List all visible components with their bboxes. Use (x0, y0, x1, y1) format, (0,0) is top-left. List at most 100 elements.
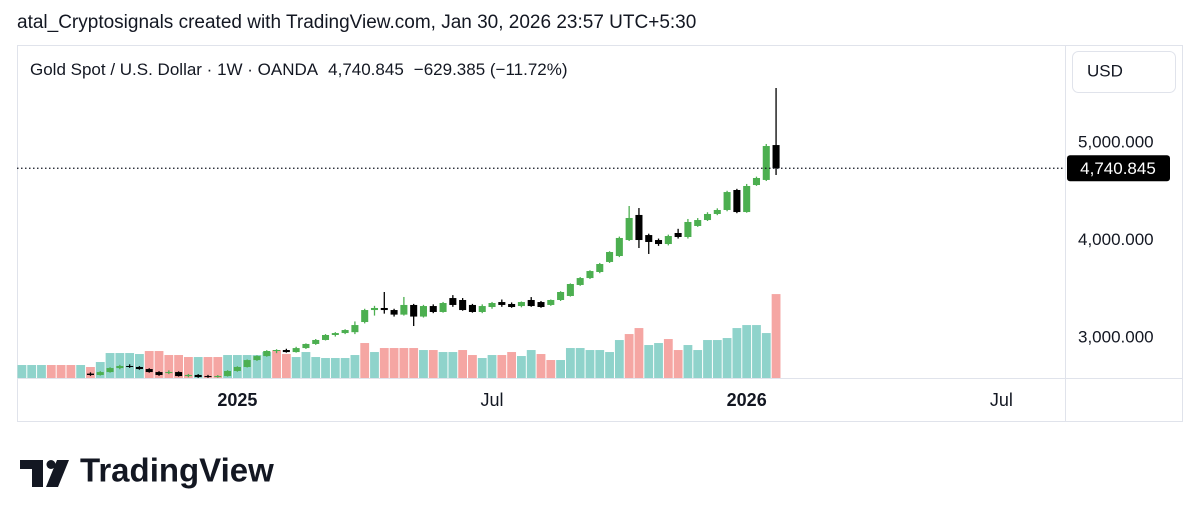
volume-bar (76, 365, 86, 378)
volume-bar (193, 357, 203, 378)
volume-bar (556, 360, 565, 378)
volume-bar (262, 352, 272, 378)
volume-bar (761, 333, 771, 378)
candle-body (743, 186, 751, 213)
candle-body (214, 376, 222, 378)
caption: atal_Cryptosignals created with TradingV… (17, 12, 696, 33)
candle-body (86, 373, 94, 375)
change: −629.385 (−11.72%) (414, 60, 568, 79)
x-tick-label: 2025 (217, 390, 257, 410)
legend: Gold Spot / U.S. Dollar · 1W · OANDA 4,74… (30, 60, 568, 79)
candle-body (537, 302, 545, 308)
volume-bar (683, 345, 693, 378)
candle-body (282, 350, 290, 353)
volume-bar (526, 350, 536, 378)
volume-bar (428, 350, 438, 378)
volume-bar (663, 339, 673, 378)
candle-body (233, 366, 241, 371)
currency[interactable]: USD (1087, 61, 1123, 80)
candle-body (302, 343, 310, 349)
candle-body (586, 271, 594, 279)
volume-bar (252, 355, 262, 378)
candle-body (204, 376, 212, 378)
candle-body (645, 235, 653, 242)
volume-bar (37, 365, 46, 378)
candle-body (439, 303, 447, 312)
candle-body (684, 221, 692, 237)
volume-bar (183, 357, 193, 378)
currency-button[interactable] (1072, 51, 1176, 93)
volume-bar (605, 352, 614, 378)
volume-bar (624, 334, 634, 378)
volume-bar (370, 352, 379, 378)
candle-body (135, 366, 143, 370)
volume-bar (732, 328, 742, 378)
volume-bar (164, 355, 174, 378)
candle-body (498, 302, 506, 305)
volume-bar (693, 350, 703, 378)
candle-body (733, 189, 741, 213)
candle-body (253, 356, 261, 361)
candle-body (459, 299, 467, 311)
candle-body (96, 372, 104, 375)
symbol: Gold Spot / U.S. Dollar · 1W · OANDA (30, 60, 319, 79)
volume-bar (281, 354, 291, 378)
candle-body (312, 339, 320, 344)
candle-body (694, 220, 702, 226)
volume-bar (311, 357, 321, 378)
candle-body (449, 298, 457, 305)
candle-body (273, 350, 281, 352)
plot-area (17, 88, 781, 378)
volume-bar (468, 355, 477, 378)
logo-slash (46, 460, 69, 487)
y-tick-label: 5,000.000 (1078, 132, 1154, 151)
candle-body (341, 330, 349, 334)
candle-body (224, 370, 232, 377)
volume-bar (105, 353, 115, 378)
candle-body (194, 374, 202, 378)
logo (20, 460, 69, 487)
candle-body (263, 350, 271, 357)
candle-body (713, 209, 721, 214)
candle-body (752, 178, 761, 186)
volume-bar (340, 358, 350, 378)
volume-bar (272, 350, 281, 378)
volume-bar (291, 357, 301, 378)
volume-bar (536, 354, 546, 378)
volume-bar (634, 328, 644, 378)
candle-body (361, 310, 369, 323)
volume-bar (203, 357, 213, 378)
volume-bar (644, 345, 654, 378)
y-tick-label: 4,000.000 (1078, 230, 1154, 249)
candle-body (331, 333, 339, 335)
volume-bar (595, 350, 605, 378)
volume-bar (673, 350, 683, 378)
candle-body (165, 372, 173, 374)
volume-bar (17, 365, 27, 378)
y-tick-label: 3,000.000 (1078, 328, 1154, 347)
candle-body (243, 360, 251, 367)
candle-body (478, 306, 486, 312)
candle-body (655, 240, 663, 245)
volume-bar (144, 351, 154, 378)
volume-bar (575, 348, 585, 378)
candle-body (410, 304, 418, 317)
candle-body (175, 372, 183, 377)
candle-body (664, 236, 672, 245)
volume-bar (399, 348, 409, 378)
volume-bar (46, 365, 56, 378)
x-tick-label: Jul (990, 390, 1013, 410)
candle-body (351, 325, 359, 333)
volume-bar (438, 352, 448, 378)
x-tick-label: 2026 (727, 390, 767, 410)
x-tick-label: Jul (481, 390, 504, 410)
volume-bar (752, 325, 761, 378)
volume-bar (154, 351, 164, 378)
candle-body (723, 192, 731, 210)
volume-bar (654, 343, 663, 378)
candle-body (488, 303, 496, 308)
last-price: 4,740.845 (328, 60, 404, 79)
candle-body (184, 374, 192, 377)
